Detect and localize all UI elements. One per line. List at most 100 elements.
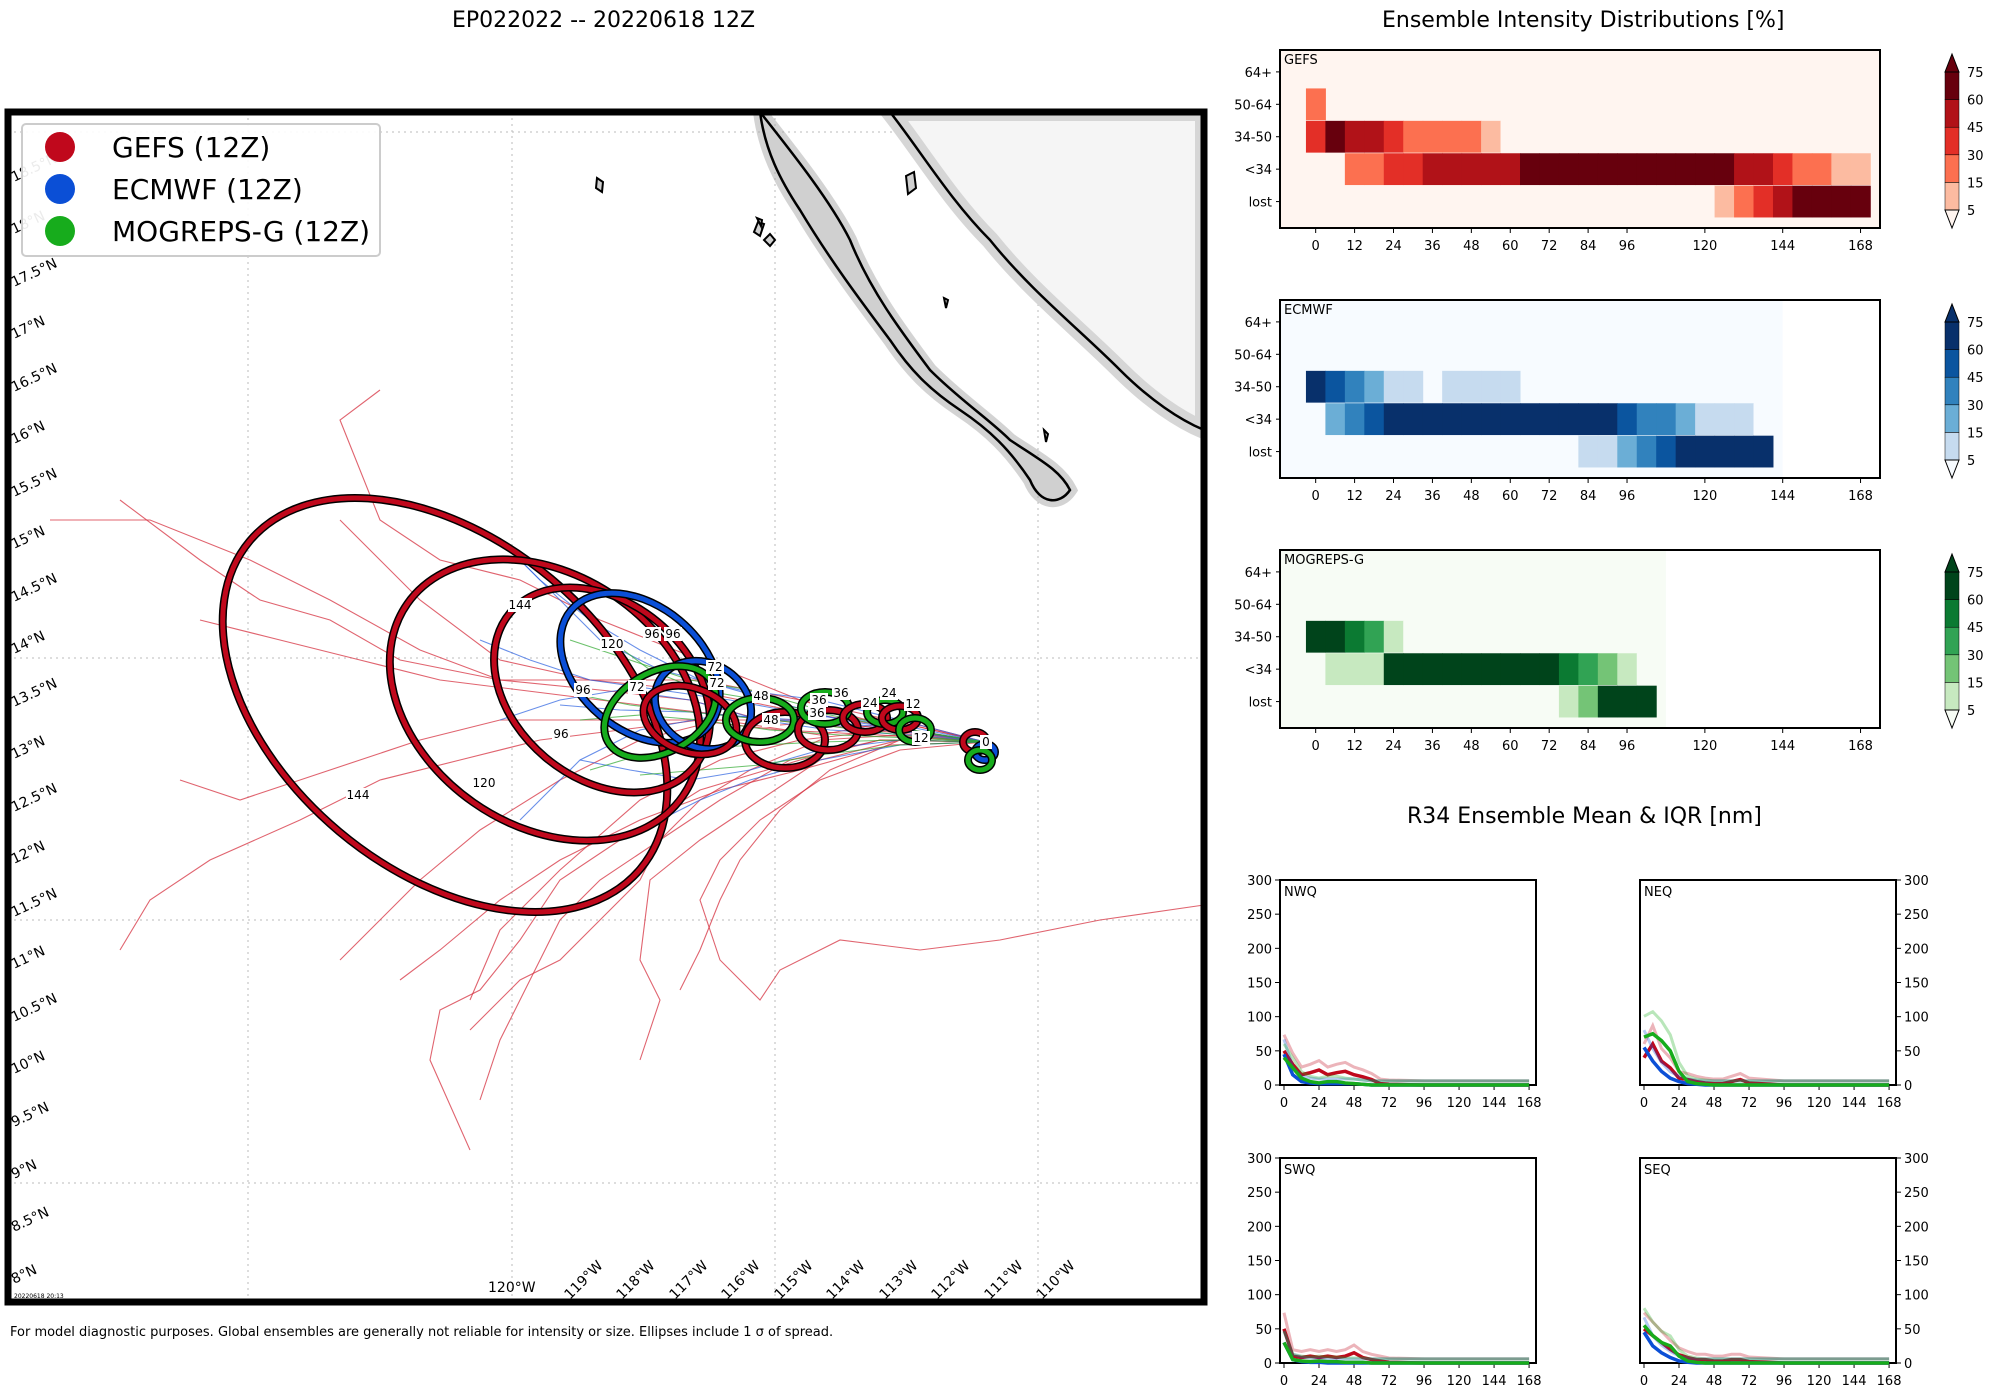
heatmap-cell bbox=[1636, 653, 1657, 686]
heatmap-cell bbox=[1792, 153, 1813, 186]
r34-x-tick-label: 120 bbox=[1807, 1096, 1832, 1111]
heatmap-cell bbox=[1344, 120, 1365, 153]
r34-iqr-gefs bbox=[1642, 1021, 1890, 1083]
heatmap-x-tick-label: 72 bbox=[1541, 489, 1558, 504]
islands bbox=[594, 170, 1050, 443]
heatmap-x-tick-label: 36 bbox=[1424, 739, 1441, 754]
r34-x-tick-label: 0 bbox=[1280, 1096, 1288, 1111]
r34-iqr-mogreps-g bbox=[1642, 1307, 1890, 1361]
heatmap-x-tick-label: 0 bbox=[1312, 489, 1320, 504]
colorbar-tick-label: 60 bbox=[1967, 594, 1984, 609]
ellipse-label: 12 bbox=[904, 697, 922, 711]
land-baja bbox=[752, 112, 1079, 508]
heatmap-cell bbox=[1578, 153, 1599, 186]
heatmap-cell bbox=[1539, 653, 1560, 686]
heatmap-row-label: 50-64 bbox=[1234, 598, 1272, 613]
heatmap-cell bbox=[1442, 653, 1463, 686]
r34-y-tick-label: 0 bbox=[1904, 1079, 1912, 1094]
colorbar-tick-label: 45 bbox=[1967, 121, 1984, 136]
ellipse-label: 72 bbox=[706, 660, 724, 674]
heatmap-x-tick-label: 0 bbox=[1312, 739, 1320, 754]
heatmap-frame bbox=[1279, 49, 1881, 229]
r34-x-tick-label: 24 bbox=[1311, 1096, 1328, 1111]
heatmap-cell bbox=[1383, 620, 1404, 653]
heatmap-cell bbox=[1520, 653, 1540, 686]
r34-iqr-ecmwf bbox=[1642, 1029, 1890, 1083]
heatmap-cell bbox=[1364, 653, 1385, 686]
r34-x-tick-label: 0 bbox=[1280, 1374, 1288, 1389]
heatmap-cell bbox=[1442, 120, 1463, 153]
r34-x-tick-label: 0 bbox=[1640, 1374, 1648, 1389]
heatmap-mogreps-g: 64+ 50-64 34-50 <34 lost MOGREPS-G 0 12 24 36 48 60… bbox=[1234, 549, 1984, 754]
r34-frame bbox=[1639, 1157, 1897, 1364]
colorbar-segment bbox=[1944, 321, 1960, 350]
colorbar-tick-label: 5 bbox=[1967, 204, 1975, 219]
heatmap-x-tick-label: 36 bbox=[1424, 489, 1441, 504]
r34-quadrant-label: SEQ bbox=[1644, 1163, 1671, 1178]
heatmap-cell bbox=[1695, 403, 1716, 436]
r34-x-tick-label: 48 bbox=[1706, 1096, 1723, 1111]
r34-y-tick-label: 50 bbox=[1255, 1045, 1272, 1060]
heatmap-cell bbox=[1520, 153, 1540, 186]
r34-frame bbox=[1279, 879, 1537, 1086]
colorbar-tick-label: 5 bbox=[1967, 454, 1975, 469]
heatmap-cell bbox=[1636, 685, 1657, 718]
colorbar-tick-label: 60 bbox=[1967, 344, 1984, 359]
colorbar: 75 60 45 30 15 5 bbox=[1944, 302, 1984, 480]
heatmap-cell bbox=[1558, 653, 1579, 686]
heatmap-cell bbox=[1772, 153, 1793, 186]
heatmap-cell bbox=[1636, 153, 1657, 186]
heatmap-x-tick-label: 168 bbox=[1848, 489, 1873, 504]
ellipse-label: 48 bbox=[752, 689, 770, 703]
heatmap-x-tick-label: 24 bbox=[1385, 489, 1402, 504]
r34-x-tick-label: 144 bbox=[1842, 1096, 1867, 1111]
svg-text:12: 12 bbox=[913, 731, 928, 745]
heatmap-cell bbox=[1364, 120, 1385, 153]
r34-x-tick-label: 168 bbox=[1877, 1096, 1902, 1111]
heatmap-cell bbox=[1442, 403, 1463, 436]
heatmap-cell bbox=[1597, 685, 1618, 718]
map-frame bbox=[4, 108, 1208, 1306]
r34-x-tick-label: 72 bbox=[1381, 1096, 1398, 1111]
ellipse-label: 24 bbox=[880, 686, 898, 700]
heatmap-cell bbox=[1617, 435, 1638, 468]
heatmap-row-label: <34 bbox=[1245, 413, 1272, 428]
intensity-panels: 64+ 50-64 34-50 <34 lost GEFS 0 12 24 36 48 60 72 84 9… bbox=[1234, 49, 1984, 754]
heatmap-row-label: 34-50 bbox=[1234, 631, 1272, 646]
heatmap-cell bbox=[1500, 403, 1521, 436]
r34-y-tick-label: 150 bbox=[1247, 977, 1272, 992]
svg-text:48: 48 bbox=[763, 713, 778, 727]
r34-x-tick-label: 48 bbox=[1346, 1374, 1363, 1389]
heatmap-cell bbox=[1578, 435, 1599, 468]
heatmap-row-label: 34-50 bbox=[1234, 131, 1272, 146]
ellipse-label: 96 bbox=[643, 627, 661, 641]
r34-x-tick-label: 120 bbox=[1447, 1096, 1472, 1111]
heatmap-cell bbox=[1344, 653, 1365, 686]
heatmap-x-tick-label: 24 bbox=[1385, 239, 1402, 254]
svg-text:96: 96 bbox=[644, 627, 659, 641]
r34-y-tick-label: 0 bbox=[1264, 1079, 1272, 1094]
heatmap-cell bbox=[1305, 120, 1326, 153]
r34-x-tick-label: 48 bbox=[1706, 1374, 1723, 1389]
colorbar-segment bbox=[1944, 432, 1960, 461]
heatmap-cell bbox=[1344, 153, 1365, 186]
svg-text:120: 120 bbox=[473, 776, 496, 790]
colorbar-max-arrow bbox=[1944, 552, 1960, 573]
heatmap-cell bbox=[1578, 685, 1599, 718]
colorbar-min-arrow bbox=[1944, 459, 1960, 480]
heatmap-cell bbox=[1811, 185, 1832, 218]
heatmap-cell bbox=[1695, 185, 1716, 218]
colorbar-segment bbox=[1944, 349, 1960, 378]
r34-x-tick-label: 96 bbox=[1416, 1096, 1433, 1111]
heatmap-frame bbox=[1279, 299, 1881, 479]
r34-panel-nwq: NWQ 300 250 200 150 100 50 00 24 48 72 96 120 144 168 bbox=[1247, 874, 1541, 1111]
heatmap-x-tick-label: 0 bbox=[1312, 239, 1320, 254]
legend-label-mogreps: MOGREPS-G (12Z) bbox=[112, 215, 370, 248]
svg-text:72: 72 bbox=[707, 660, 722, 674]
heatmap-cell bbox=[1753, 185, 1774, 218]
ellipse-label: 96 bbox=[552, 727, 570, 741]
svg-text:72: 72 bbox=[629, 680, 644, 694]
r34-y-tick-label: 250 bbox=[1904, 1186, 1929, 1201]
heatmap-cell bbox=[1383, 403, 1404, 436]
heatmap-cell bbox=[1344, 620, 1365, 653]
